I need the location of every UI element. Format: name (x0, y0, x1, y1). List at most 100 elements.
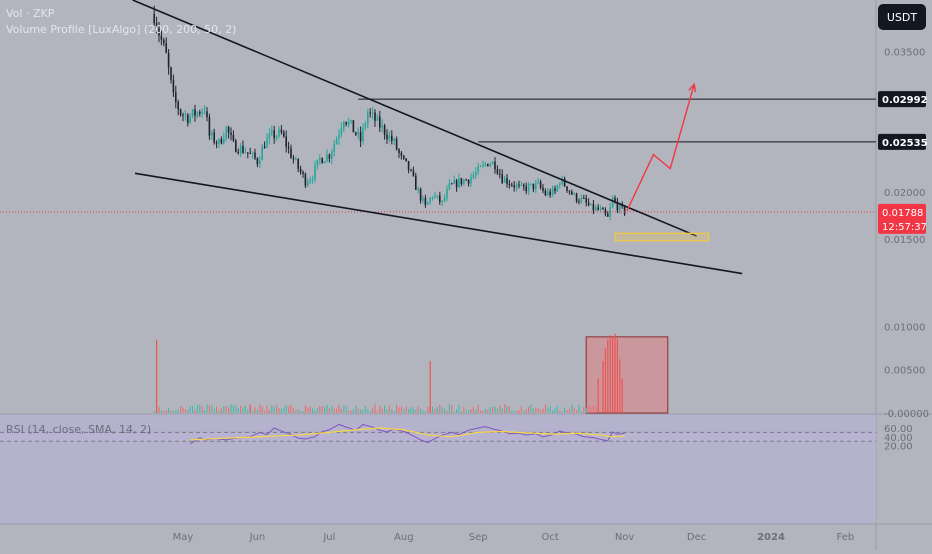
candle-body (287, 146, 290, 149)
volume-bar (268, 409, 270, 413)
volume-bar (504, 404, 506, 413)
volume-bar (408, 409, 410, 413)
candle-body (484, 163, 487, 165)
candle-body (230, 132, 232, 135)
volume-bar (568, 408, 570, 413)
candle-body (604, 209, 607, 214)
candle-body (297, 159, 299, 169)
candle-body (616, 201, 619, 211)
candle-body (381, 125, 383, 128)
candle-body (568, 190, 571, 192)
volume-bar (448, 404, 450, 413)
candle-body (446, 189, 448, 198)
volume-bar (292, 407, 294, 413)
volume-bar (381, 408, 383, 413)
candle-body (355, 132, 357, 135)
candle-body (407, 160, 410, 170)
time-tick-label: Dec (687, 532, 706, 543)
candle-body (429, 197, 431, 203)
candle-body (309, 179, 311, 182)
candle-body (410, 169, 412, 171)
candle-body (602, 208, 604, 210)
volume-bar (232, 405, 234, 413)
candle-body (160, 35, 163, 40)
volume-bar (602, 361, 604, 413)
candle-body (211, 132, 213, 136)
volume-bar (273, 406, 275, 413)
volume-bar (316, 407, 318, 413)
candle-body (254, 152, 256, 159)
candle-body (523, 184, 525, 187)
volume-bar (216, 406, 218, 413)
candle-body (302, 172, 304, 174)
volume-bar (530, 404, 532, 413)
price-label-text: 0.02535 (882, 138, 928, 149)
candle-body (369, 112, 371, 114)
volume-bar (429, 361, 431, 413)
volume-bar (559, 410, 561, 413)
volume-bar (590, 406, 592, 413)
time-tick-label: 2024 (757, 532, 785, 543)
candle-body (393, 138, 395, 141)
candle-body (501, 174, 503, 183)
candle-body (571, 191, 573, 195)
candle-body (395, 138, 398, 150)
candle-body (535, 182, 537, 190)
candle-body (559, 183, 561, 186)
candle-body (491, 161, 494, 165)
candle-body (386, 134, 388, 140)
candle-body (578, 201, 580, 203)
candle-body (189, 115, 191, 123)
volume-bar (237, 407, 239, 413)
candle-body (405, 158, 407, 161)
time-tick-label: Feb (837, 532, 855, 543)
volume-bar (525, 409, 527, 413)
volume-bar (477, 405, 479, 413)
volume-bar (422, 410, 424, 413)
volume-bar (597, 378, 599, 413)
volume-bar (208, 404, 210, 413)
candle-body (388, 135, 391, 140)
candle-body (472, 175, 475, 178)
candle-body (482, 164, 484, 166)
volume-bar (480, 410, 482, 413)
candle-body (455, 180, 458, 188)
rsi-tick-label: 40.00 (884, 433, 913, 444)
candle-body (273, 130, 275, 139)
candle-body (223, 138, 225, 144)
volume-bar (235, 405, 237, 413)
candle-body (595, 207, 597, 211)
volume-bar (458, 404, 460, 413)
volume-bar (405, 406, 407, 413)
candle-body (165, 43, 167, 53)
time-axis[interactable]: May Jun Jul Aug Sep Oct Nov Dec 2024 Feb (173, 532, 855, 543)
candle-body (419, 189, 422, 201)
candle-body (362, 127, 364, 142)
volume-bar (388, 405, 390, 413)
lower-trendline (134, 172, 743, 275)
candle-body (191, 109, 194, 116)
candle-body (316, 159, 319, 166)
candle-body (551, 188, 554, 196)
candle-body (532, 183, 535, 190)
volume-bar (496, 408, 498, 413)
volume-bar (535, 408, 537, 413)
volume-bar (290, 405, 292, 413)
price-tick-label: 0.01500 (884, 235, 925, 246)
volume-bar (369, 411, 371, 413)
candle-body (345, 122, 347, 125)
candle-body (549, 191, 551, 196)
volume-bar (261, 406, 263, 413)
volume-bar (321, 405, 323, 413)
price-axis[interactable]: 0.035000.025000.020000.015000.010000.005… (878, 48, 929, 453)
volume-bar (391, 409, 393, 413)
volume-bar (288, 406, 290, 413)
candle-body (333, 144, 335, 152)
volume-bar (465, 410, 467, 413)
volume-bar (302, 410, 304, 413)
candle-body (479, 165, 482, 167)
currency-button[interactable]: USDT (878, 4, 926, 30)
volume-bar (345, 406, 347, 413)
candle-body (172, 79, 175, 93)
